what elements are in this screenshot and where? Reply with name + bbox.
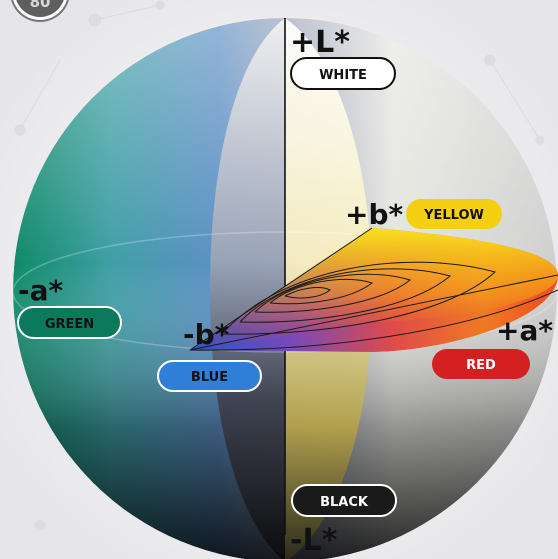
plus-b-axis-label: +b* xyxy=(345,198,404,231)
black-label: BLACK xyxy=(320,495,369,510)
yellow-label: YELLOW xyxy=(423,208,484,223)
minus-a-axis-label: -a* xyxy=(18,274,64,307)
yellow-pill: YELLOW xyxy=(406,199,502,229)
black-pill: BLACK xyxy=(291,484,397,517)
green-pill: GREEN xyxy=(17,306,122,339)
minus-l-axis-label: -L* xyxy=(290,523,338,558)
blue-pill: BLUE xyxy=(157,360,262,392)
sphere-left-slice xyxy=(210,18,285,559)
background-network xyxy=(14,0,545,531)
blue-label: BLUE xyxy=(191,370,228,385)
page-number: 80 xyxy=(29,0,51,11)
plus-l-axis-label: +L* xyxy=(290,25,350,60)
white-pill: WHITE xyxy=(290,57,396,90)
green-label: GREEN xyxy=(45,317,94,332)
white-label: WHITE xyxy=(319,68,367,83)
plus-a-axis-label: +a* xyxy=(496,314,553,347)
red-label: RED xyxy=(466,358,496,373)
ab-color-disc xyxy=(189,227,558,352)
red-pill: RED xyxy=(432,349,530,379)
minus-b-axis-label: -b* xyxy=(183,318,230,351)
